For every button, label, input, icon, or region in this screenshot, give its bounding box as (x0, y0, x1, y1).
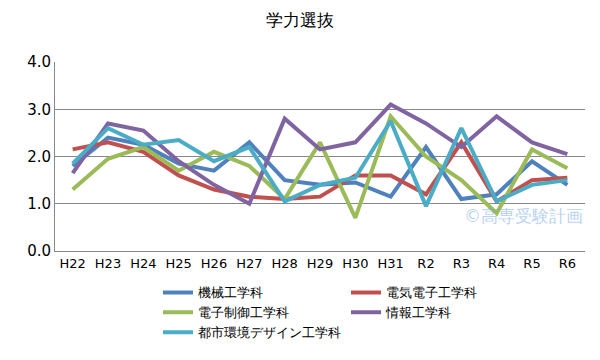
svg-text:電気電子工学科: 電気電子工学科 (386, 285, 477, 300)
svg-text:R6: R6 (559, 256, 576, 271)
svg-text:学力選抜: 学力選抜 (266, 10, 334, 30)
svg-text:3.0: 3.0 (27, 101, 51, 119)
svg-text:R2: R2 (417, 256, 434, 271)
svg-text:H29: H29 (307, 256, 333, 271)
svg-text:R4: R4 (488, 256, 505, 271)
svg-text:1.0: 1.0 (27, 195, 51, 213)
svg-text:0.0: 0.0 (27, 242, 51, 260)
svg-text:H24: H24 (130, 256, 156, 271)
svg-text:情報工学科: 情報工学科 (385, 305, 451, 320)
svg-text:H26: H26 (201, 256, 227, 271)
svg-text:機械工学科: 機械工学科 (198, 285, 263, 300)
svg-text:©高専受験計画: ©高専受験計画 (464, 206, 583, 226)
svg-text:R3: R3 (453, 256, 470, 271)
svg-text:R5: R5 (523, 256, 540, 271)
svg-text:H30: H30 (342, 256, 368, 271)
svg-text:4.0: 4.0 (27, 53, 51, 71)
svg-text:H27: H27 (236, 256, 262, 271)
svg-text:H22: H22 (60, 256, 86, 271)
svg-text:電子制御工学科: 電子制御工学科 (198, 305, 289, 320)
svg-text:H25: H25 (166, 256, 192, 271)
svg-text:2.0: 2.0 (27, 148, 51, 166)
svg-text:H28: H28 (272, 256, 298, 271)
svg-text:H31: H31 (378, 256, 404, 271)
svg-text:H23: H23 (95, 256, 121, 271)
svg-text:都市環境デザイン工学科: 都市環境デザイン工学科 (198, 325, 341, 340)
